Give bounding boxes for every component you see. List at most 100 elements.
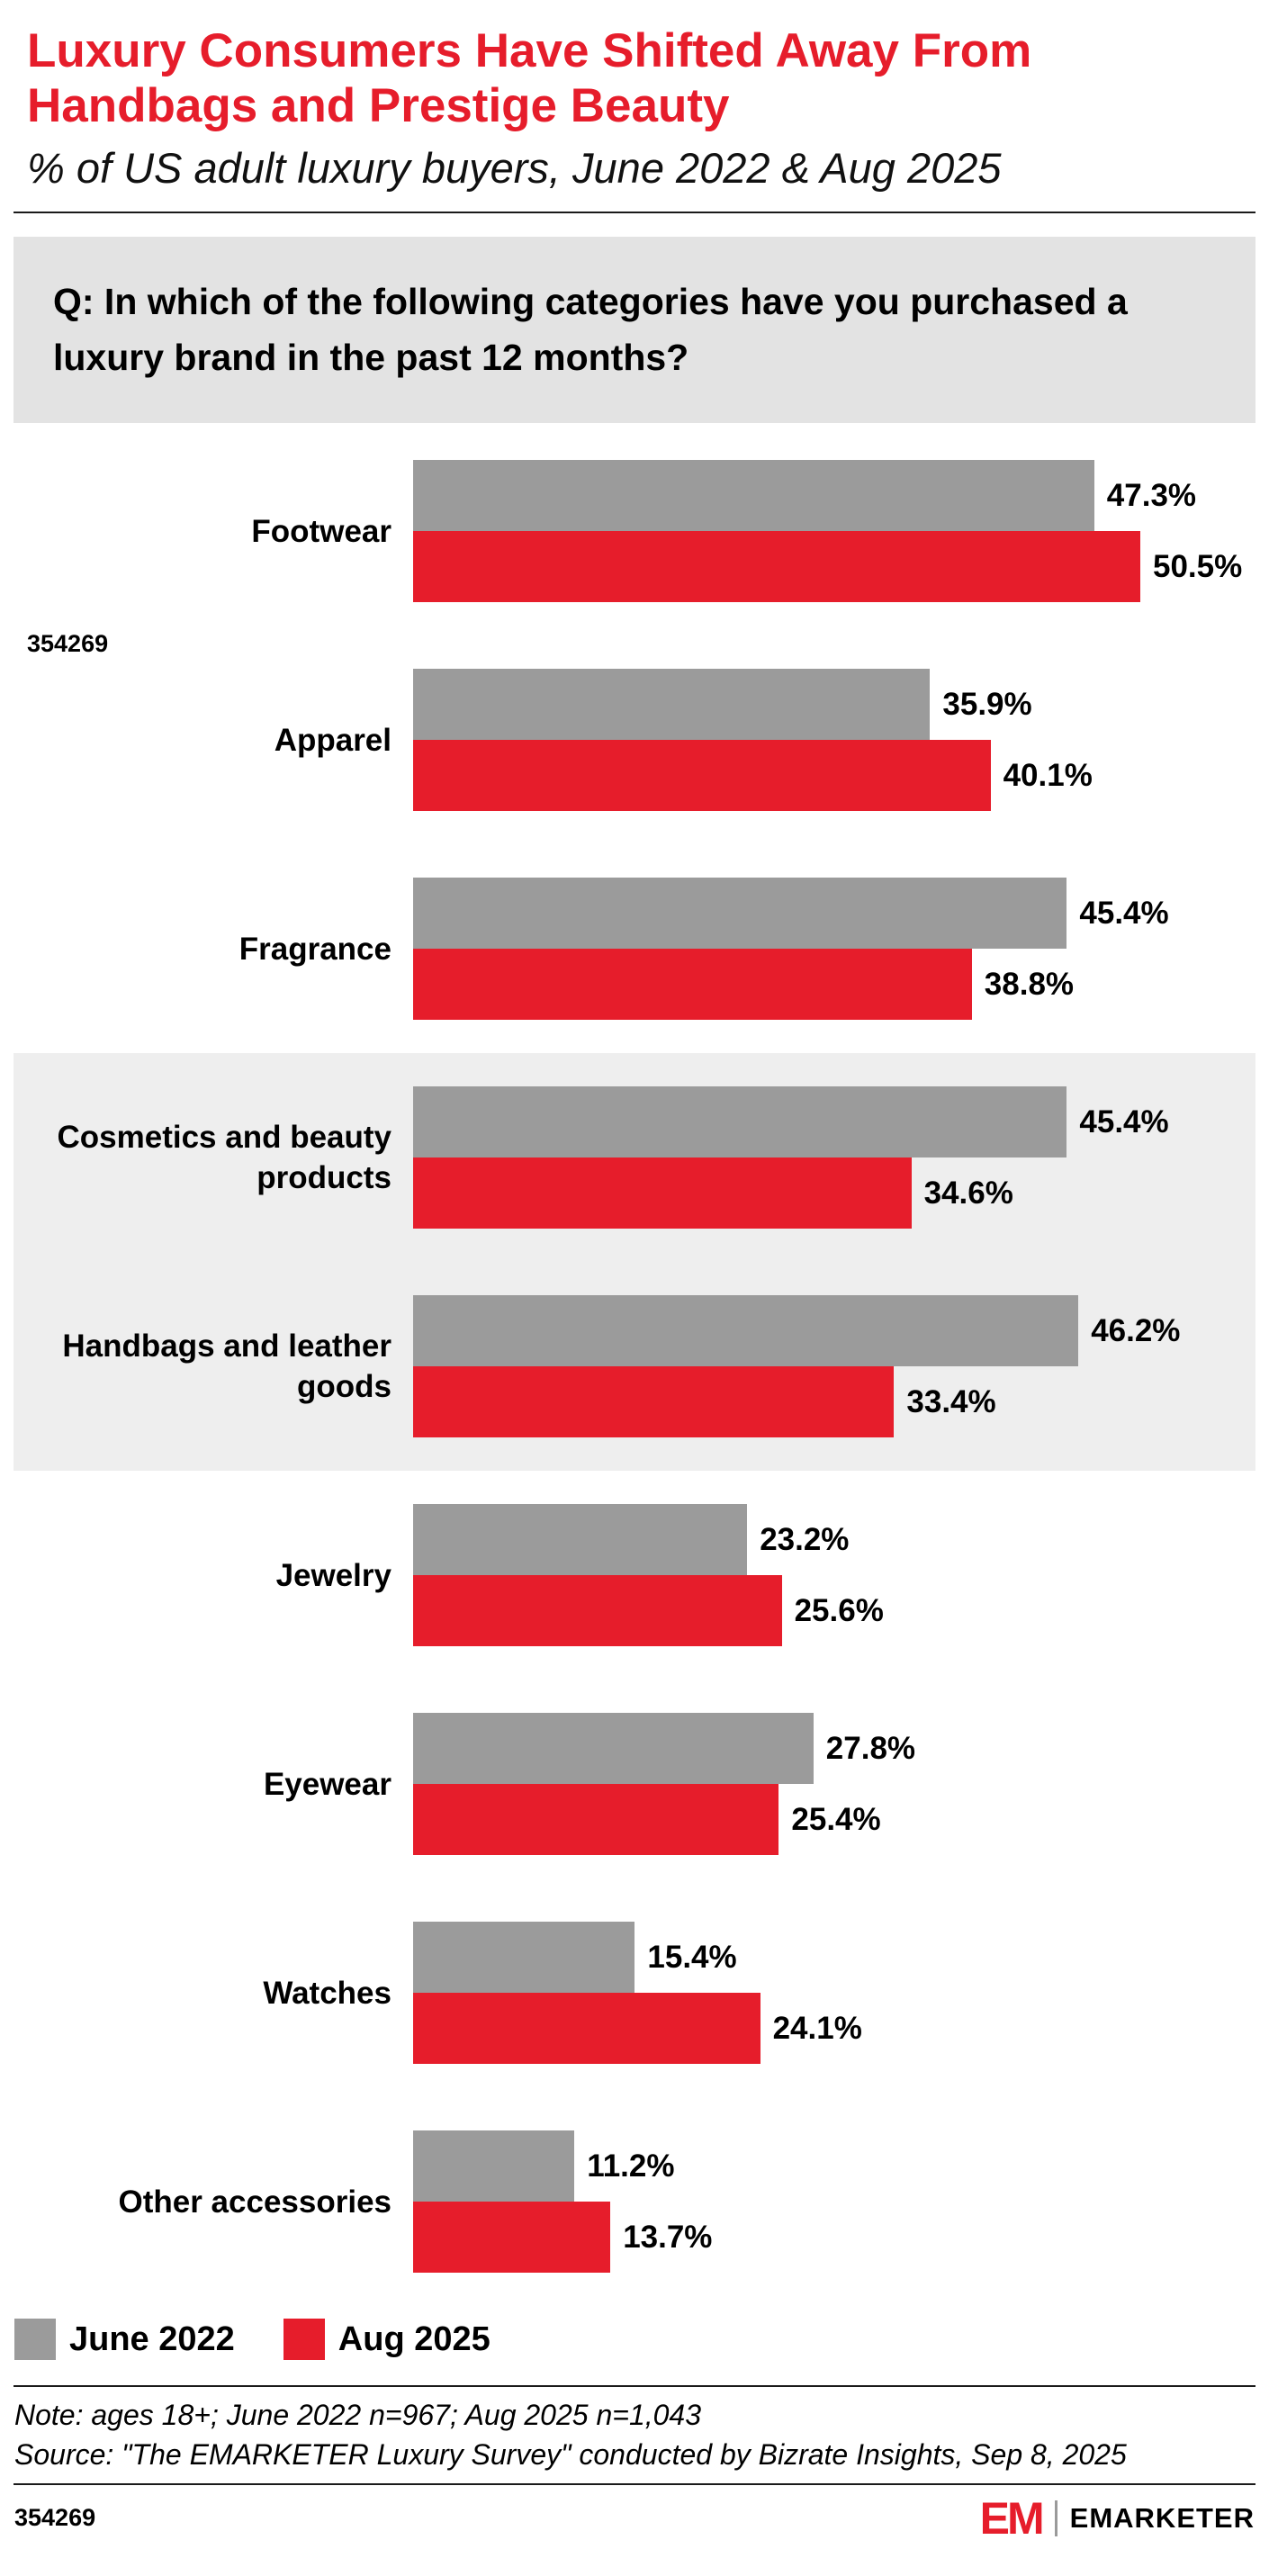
bar-group: 46.2% 33.4% [413, 1295, 1256, 1438]
bar-group: 11.2% 13.7% [413, 2130, 1256, 2274]
bar-june-2022 [413, 1295, 1079, 1367]
chart-row: Watches 15.4% 24.1% [14, 1888, 1256, 2097]
question-box: Q: In which of the following categories … [14, 237, 1256, 424]
category-label: Other accessories [118, 2184, 392, 2220]
footnotes: Note: ages 18+; June 2022 n=967; Aug 202… [0, 2387, 1269, 2473]
legend-swatch-icon [14, 2319, 56, 2361]
value-label: 13.7% [623, 2219, 713, 2255]
brand-logo: EM EMARKETER [980, 2496, 1255, 2541]
bar-aug-2025 [413, 1157, 912, 1229]
bar-aug-2025 [413, 1993, 760, 2065]
bar-line: 40.1% [413, 740, 1256, 812]
chart-row: Footwear 47.3% 50.5% [14, 427, 1256, 635]
bar-group: 35.9% 40.1% [413, 669, 1256, 812]
chart-row: Jewelry 23.2% 25.6% [14, 1471, 1256, 1680]
category-label: Eyewear [263, 1766, 392, 1802]
note-text: Note: ages 18+; June 2022 n=967; Aug 202… [14, 2399, 702, 2432]
bar-june-2022 [413, 1504, 748, 1576]
category-label: Handbags and leather goods [62, 1328, 392, 1405]
bar-line: 23.2% [413, 1504, 1256, 1576]
footer: 354269 EM EMARKETER [0, 2485, 1269, 2541]
chart-row: Cosmetics and beauty products 45.4% 34.6% [14, 1053, 1256, 1263]
bar-chart: Footwear 47.3% 50.5% Apparel 35.9% 40.1% Fragr… [0, 427, 1269, 2306]
value-label: 47.3% [1106, 477, 1197, 513]
value-label: 45.4% [1079, 1103, 1169, 1139]
notes-divider [14, 2385, 1256, 2388]
value-label: 25.6% [794, 1592, 884, 1628]
bar-aug-2025 [413, 2202, 611, 2274]
chart-row: Eyewear 27.8% 25.4% [14, 1680, 1256, 1888]
bar-line: 25.6% [413, 1575, 1256, 1647]
category-label: Footwear [251, 513, 392, 549]
legend-swatch-icon [283, 2319, 325, 2361]
brand-wordmark: EMARKETER [1069, 2501, 1255, 2534]
value-label: 15.4% [647, 1939, 737, 1975]
legend: June 2022 Aug 2025 [0, 2319, 1269, 2361]
bar-group: 27.8% 25.4% [413, 1713, 1256, 1856]
bar-line: 13.7% [413, 2202, 1256, 2274]
chart-row: Handbags and leather goods 46.2% 33.4% [14, 1262, 1256, 1472]
bar-line: 47.3% [413, 460, 1256, 532]
legend-item: Aug 2025 [283, 2319, 490, 2361]
value-label: 35.9% [942, 686, 1032, 722]
bar-aug-2025 [413, 531, 1140, 603]
question-text: Q: In which of the following categories … [53, 281, 1128, 378]
bar-june-2022 [413, 1086, 1067, 1158]
bar-aug-2025 [413, 1366, 895, 1438]
bar-line: 45.4% [413, 1086, 1256, 1158]
bar-aug-2025 [413, 740, 991, 812]
logo-divider-icon [1054, 2499, 1058, 2536]
bar-line: 46.2% [413, 1295, 1256, 1367]
bar-june-2022 [413, 2130, 575, 2202]
bar-june-2022 [413, 878, 1067, 950]
header-divider [14, 212, 1256, 214]
legend-label: Aug 2025 [338, 2319, 490, 2358]
category-label: Apparel [274, 722, 392, 758]
value-label: 46.2% [1091, 1312, 1181, 1348]
header: Luxury Consumers Have Shifted Away From … [0, 23, 1269, 194]
bar-line: 45.4% [413, 878, 1256, 950]
bar-june-2022 [413, 1922, 635, 1994]
value-label: 38.8% [984, 966, 1075, 1002]
bar-line: 34.6% [413, 1157, 1256, 1229]
bar-group: 15.4% 24.1% [413, 1922, 1256, 2065]
value-label: 24.1% [772, 2010, 862, 2046]
bar-june-2022 [413, 669, 931, 741]
chart-row: Other accessories 11.2% 13.7% [14, 2097, 1256, 2306]
bar-june-2022 [413, 1713, 814, 1785]
legend-label: June 2022 [69, 2319, 235, 2358]
value-label: 25.4% [791, 1801, 881, 1837]
value-label: 23.2% [760, 1521, 850, 1557]
bar-line: 33.4% [413, 1366, 1256, 1438]
bar-aug-2025 [413, 1575, 782, 1647]
bar-line: 38.8% [413, 949, 1256, 1021]
value-label: 45.4% [1079, 895, 1169, 931]
category-label: Cosmetics and beauty products [57, 1119, 392, 1196]
bar-line: 35.9% [413, 669, 1256, 741]
bar-aug-2025 [413, 1784, 779, 1856]
bar-june-2022 [413, 460, 1094, 532]
bar-group: 47.3% 50.5% [413, 460, 1256, 603]
bar-group: 45.4% 38.8% [413, 878, 1256, 1021]
bar-line: 11.2% [413, 2130, 1256, 2202]
chart-row: Fragrance 45.4% 38.8% [14, 844, 1256, 1053]
footer-chart-id: 354269 [14, 2504, 96, 2532]
bar-line: 50.5% [413, 531, 1256, 603]
chart-subtitle: % of US adult luxury buyers, June 2022 &… [27, 143, 1002, 192]
footer-divider [14, 2482, 1256, 2485]
value-label: 40.1% [1003, 757, 1093, 793]
chart-title: Luxury Consumers Have Shifted Away From … [27, 24, 1032, 133]
chart-row: Apparel 35.9% 40.1% [14, 635, 1256, 844]
value-label: 11.2% [587, 2148, 675, 2184]
chart-id-watermark: 354269 [27, 630, 109, 657]
value-label: 27.8% [825, 1730, 916, 1766]
category-label: Fragrance [238, 931, 392, 967]
legend-item: June 2022 [14, 2319, 235, 2361]
category-label: Watches [263, 1975, 392, 2011]
source-text: Source: "The EMARKETER Luxury Survey" co… [14, 2437, 1127, 2471]
bar-line: 24.1% [413, 1993, 1256, 2065]
bar-group: 23.2% 25.6% [413, 1504, 1256, 1647]
bar-aug-2025 [413, 949, 972, 1021]
emarketer-logo-icon: EM [979, 2492, 1045, 2544]
